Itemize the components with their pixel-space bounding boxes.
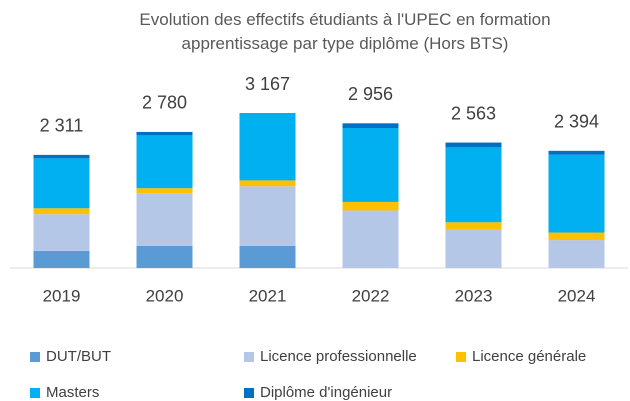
legend-swatch	[30, 388, 40, 398]
bar-segment	[239, 113, 296, 181]
legend-swatch	[244, 388, 254, 398]
bar-segment	[548, 240, 605, 268]
legend-label: Diplôme d'ingénieur	[260, 384, 392, 401]
x-tick-label: 2019	[43, 286, 81, 305]
bar-segment	[342, 123, 399, 129]
bar-segment	[33, 154, 90, 159]
bar-segment	[136, 188, 193, 194]
bar-segment	[445, 222, 502, 230]
chart-title: Evolution des effectifs étudiants à l'UP…	[139, 10, 551, 53]
total-label: 2 780	[142, 93, 187, 113]
legend-label: Masters	[46, 384, 99, 401]
bar-segment	[445, 142, 502, 148]
bar-segment	[445, 147, 502, 223]
bar-segment	[136, 135, 193, 189]
x-tick-label: 2024	[558, 286, 596, 305]
bar-segment	[239, 186, 296, 246]
legend-label: DUT/BUT	[46, 348, 111, 365]
bar-segment	[136, 131, 193, 136]
x-tick-label: 2021	[249, 286, 287, 305]
bar-segment	[548, 232, 605, 241]
bar-segment	[239, 245, 296, 268]
legend-swatch	[30, 352, 40, 362]
bar-segment	[136, 193, 193, 246]
total-label: 3 167	[245, 74, 290, 94]
bar-segment	[33, 158, 90, 209]
total-label: 2 956	[348, 84, 393, 104]
bar-segment	[33, 250, 90, 268]
bar-segment	[239, 180, 296, 187]
bar-segment	[342, 210, 399, 268]
bar-segment	[136, 245, 193, 268]
legend-label: Licence professionnelle	[260, 348, 417, 365]
bar-segment	[33, 208, 90, 215]
total-label: 2 311	[40, 116, 84, 136]
legend-swatch	[244, 352, 254, 362]
x-tick-label: 2020	[146, 286, 184, 305]
x-tick-label: 2022	[352, 286, 390, 305]
bar-segment	[548, 150, 605, 155]
bar-segment	[342, 128, 399, 202]
total-label: 2 563	[451, 103, 496, 123]
legend-swatch	[456, 352, 466, 362]
legend-label: Licence générale	[472, 348, 586, 365]
total-label: 2 394	[554, 112, 599, 132]
bar-segment	[33, 214, 90, 251]
bar-segment	[548, 154, 605, 233]
bar-segment	[445, 229, 502, 268]
bar-segment	[342, 201, 399, 211]
x-tick-label: 2023	[455, 286, 493, 305]
